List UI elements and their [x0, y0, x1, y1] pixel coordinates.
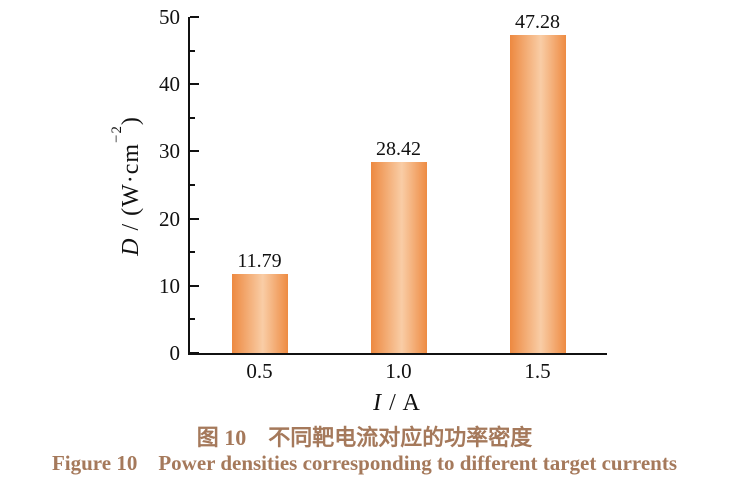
y-axis-minor-tick — [190, 318, 195, 321]
y-axis-minor-tick — [190, 116, 195, 119]
y-axis-minor-tick — [190, 184, 195, 186]
bar-value-label: 11.79 — [237, 249, 282, 272]
y-axis-major-tick — [190, 83, 199, 86]
caption-chinese: 图 10 不同靶电流对应的功率密度 — [196, 425, 533, 450]
y-axis-unit-close: ) — [118, 116, 144, 126]
y-tick-label: 50 — [159, 5, 180, 29]
bar-value-label: 28.42 — [376, 138, 421, 161]
x-tick-label: 0.5 — [246, 359, 273, 383]
y-tick-label: 40 — [159, 72, 180, 97]
bar — [370, 162, 427, 353]
y-tick-label: 10 — [159, 273, 180, 298]
bar-value-label: 47.28 — [515, 11, 560, 34]
x-axis-variable: I — [373, 390, 383, 416]
plot-area: 0 10 20 30 40 50 11.79 0.5 28.42 1.0 47.28 1.5 — [159, 5, 607, 383]
y-tick-label: 20 — [159, 206, 180, 231]
x-axis-unit-text: / A — [382, 390, 421, 416]
bar — [231, 273, 288, 353]
caption-english: Figure 10 Power densities corresponding … — [51, 451, 678, 475]
y-tick-label: 0 — [169, 341, 181, 365]
y-axis-minor-tick — [190, 251, 195, 254]
bar — [509, 35, 566, 353]
y-axis-major-tick — [190, 150, 199, 153]
y-axis-major-tick — [190, 16, 199, 18]
y-axis-minor-tick — [190, 49, 195, 52]
y-tick-label: 30 — [159, 139, 180, 164]
y-axis-variable: D — [118, 237, 144, 256]
y-axis-major-tick — [190, 217, 199, 220]
x-tick-label: 1.0 — [385, 359, 412, 383]
y-axis-unit-exponent: −2 — [108, 125, 125, 143]
x-axis-title: I / A — [373, 390, 421, 417]
x-tick-label: 1.5 — [524, 359, 551, 383]
y-axis-major-tick — [190, 284, 199, 287]
y-axis-major-tick — [190, 352, 199, 354]
